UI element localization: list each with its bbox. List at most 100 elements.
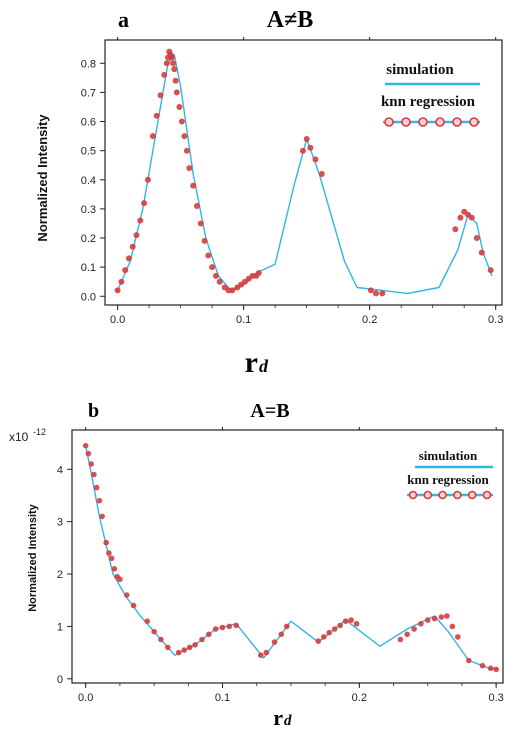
knn-point [172, 77, 179, 84]
panel-a-plot-frame [104, 39, 503, 306]
knn-point [175, 649, 182, 656]
y-tick-label: 1 [57, 621, 63, 633]
panel-a-knn-markers [114, 48, 494, 297]
knn-point [212, 626, 219, 632]
legend-knn-marker [469, 117, 479, 127]
y-tick-label: 0.8 [81, 58, 96, 70]
knn-point [163, 60, 170, 67]
knn-point [197, 220, 204, 227]
knn-point [216, 278, 223, 285]
knn-point [258, 652, 264, 658]
knn-point [186, 165, 193, 172]
knn-point [284, 623, 290, 630]
x-tick-label: 0.3 [489, 692, 504, 704]
y-tick-label: 0.0 [81, 291, 96, 303]
panel-a-label: a [118, 7, 129, 32]
knn-point [158, 636, 164, 643]
panel-b-y-multiplier: x10 -12 [9, 427, 46, 444]
knn-point [103, 539, 109, 546]
panel-a-x-ticks: 0.0 0.1 0.2 0.3 [110, 37, 503, 326]
knn-point [404, 631, 411, 638]
knn-point [192, 642, 198, 648]
knn-point [212, 272, 219, 279]
knn-point [123, 592, 130, 598]
knn-point [157, 92, 164, 99]
knn-point [178, 118, 185, 125]
knn-point [151, 628, 157, 635]
knn-point [424, 617, 431, 623]
legend-knn-marker [452, 117, 462, 127]
panel-b-y-ticks: 0 1 2 3 4 [57, 464, 72, 686]
knn-point [331, 626, 338, 632]
knn-point [444, 613, 450, 619]
knn-point [186, 644, 193, 651]
y-tick-label: 0.2 [81, 233, 96, 245]
knn-point [206, 631, 212, 638]
knn-point [141, 200, 148, 207]
knn-point [353, 621, 360, 627]
knn-point [199, 636, 205, 643]
knn-point [111, 566, 118, 572]
legend-knn-marker [408, 490, 418, 500]
knn-point [209, 264, 216, 271]
legend-knn-marker [384, 117, 394, 127]
panel-a-legend-knn-swatch [383, 117, 480, 127]
simulation-series-line [116, 53, 493, 295]
knn-point [318, 171, 325, 177]
x-tick-label: 0.1 [236, 314, 251, 326]
knn-point [144, 618, 151, 624]
knn-point [348, 617, 354, 623]
knn-point [181, 647, 187, 653]
knn-point [82, 442, 89, 449]
knn-point [133, 232, 140, 239]
legend-knn-marker [401, 117, 411, 127]
panel-a-xlabel-sub: d [259, 356, 269, 376]
knn-point [170, 60, 177, 67]
panel-b-y-multiplier-exp: -12 [33, 427, 46, 437]
panel-b-ylabel: Normalized Intensity [27, 503, 39, 611]
panel-a-title: A≠B [267, 7, 314, 33]
knn-point [149, 133, 156, 140]
knn-point [226, 623, 233, 630]
knn-point [478, 249, 485, 256]
knn-point [117, 576, 123, 583]
knn-point [137, 217, 144, 224]
legend-knn-marker [435, 117, 445, 127]
knn-point [88, 461, 94, 467]
knn-point [233, 622, 239, 629]
legend-knn-marker [467, 490, 477, 500]
knn-point [487, 267, 494, 274]
x-tick-label: 0.2 [352, 692, 367, 704]
knn-point [418, 621, 424, 627]
panel-b-legend-knn-swatch [407, 490, 493, 500]
panel-a-ylabel: Normalized Intensity [35, 114, 50, 242]
x-tick-label: 0.2 [362, 314, 377, 326]
knn-point [315, 638, 322, 644]
knn-point [168, 54, 175, 61]
knn-point [263, 649, 270, 656]
knn-point [114, 287, 121, 294]
knn-point [99, 513, 105, 520]
panel-a-xlabel-main: r [245, 346, 258, 379]
knn-point [452, 226, 459, 233]
knn-point [165, 644, 171, 651]
panel-a-legend: simulation knn regression [381, 62, 480, 127]
knn-point [299, 147, 306, 154]
y-tick-label: 4 [57, 464, 63, 476]
knn-point [85, 450, 92, 457]
knn-point [129, 243, 136, 250]
legend-knn-marker [418, 117, 428, 127]
legend-knn-marker [438, 490, 447, 500]
legend-knn-marker [453, 490, 462, 500]
knn-point [108, 555, 115, 562]
panel-b-xlabel-sub: d [284, 713, 292, 729]
knn-point [438, 614, 445, 620]
panel-b: b A=B x10 -12 Normalized Intensity 0.0 0.… [9, 400, 504, 730]
knn-point [468, 214, 475, 221]
panel-b-label: b [88, 400, 99, 422]
panel-b-y-multiplier-base: x10 [9, 430, 29, 444]
knn-point [201, 237, 208, 244]
knn-point [122, 267, 129, 274]
y-tick-label: 0.4 [81, 175, 96, 187]
